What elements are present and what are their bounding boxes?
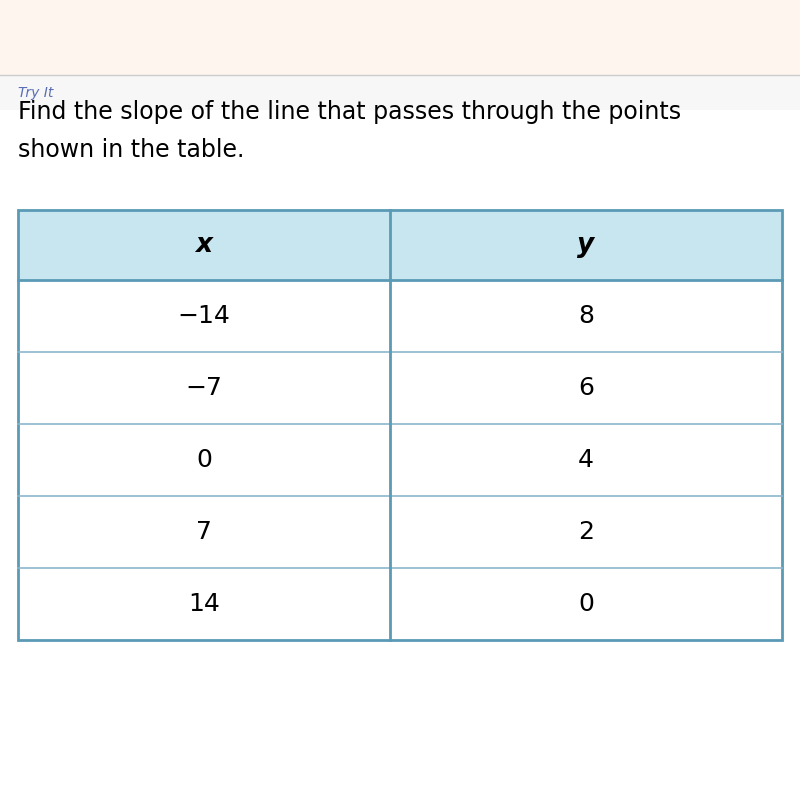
- Text: y: y: [578, 232, 594, 258]
- Text: Find the slope of the line that passes through the points: Find the slope of the line that passes t…: [18, 100, 681, 124]
- Text: x: x: [195, 232, 213, 258]
- Text: 2: 2: [578, 520, 594, 544]
- Bar: [18, 210, 782, 640]
- Text: shown in the table.: shown in the table.: [18, 138, 244, 162]
- Text: 0: 0: [578, 592, 594, 616]
- Text: −7: −7: [186, 376, 222, 400]
- Text: 8: 8: [578, 304, 594, 328]
- Text: 14: 14: [188, 592, 220, 616]
- Bar: [0, 0, 800, 75]
- Bar: [0, 75, 800, 110]
- Text: 4: 4: [578, 448, 594, 472]
- Text: 0: 0: [196, 448, 212, 472]
- Bar: [18, 280, 782, 640]
- Text: −14: −14: [178, 304, 230, 328]
- Text: Try It: Try It: [18, 86, 54, 99]
- Text: 6: 6: [578, 376, 594, 400]
- Bar: [18, 210, 782, 280]
- Text: 7: 7: [196, 520, 212, 544]
